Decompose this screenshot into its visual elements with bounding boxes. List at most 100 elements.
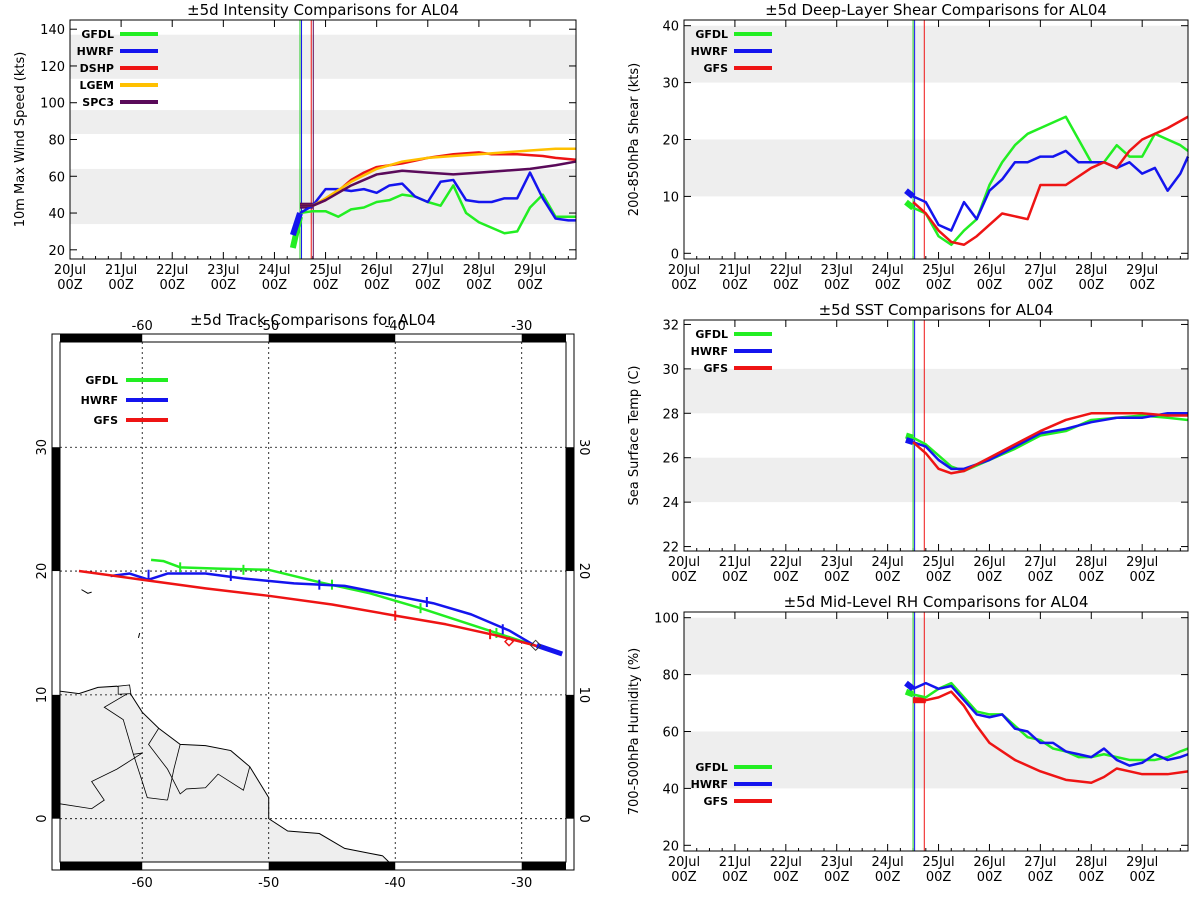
x-tick-label-day: 21Jul <box>105 263 137 278</box>
x-tick-label-day: 23Jul <box>821 555 853 570</box>
x-tick-label-hour: 00Z <box>926 278 952 293</box>
legend-label: HWRF <box>691 778 728 791</box>
legend-label: SPC3 <box>82 96 114 109</box>
x-tick-label-day: 23Jul <box>207 263 239 278</box>
y-axis-label: Sea Surface Temp (C) <box>627 365 642 505</box>
map-border-block <box>566 447 574 572</box>
map-border-block <box>521 862 566 870</box>
y-tick-label: 80 <box>48 134 65 149</box>
map-border-block <box>52 447 60 572</box>
lat-label: 20 <box>35 563 50 580</box>
x-tick-label-hour: 00Z <box>262 278 288 293</box>
shaded-band <box>684 368 1188 414</box>
lat-label: 0 <box>35 815 50 823</box>
x-tick-label-hour: 00Z <box>1079 570 1105 585</box>
x-tick-label-day: 21Jul <box>719 555 751 570</box>
init-segment <box>904 199 915 211</box>
chart-shear: ±5d Deep-Layer Shear Comparisons for AL0… <box>627 1 1190 293</box>
x-tick-label-day: 20Jul <box>668 263 700 278</box>
x-tick-label-hour: 00Z <box>466 278 492 293</box>
x-tick-label-day: 20Jul <box>668 555 700 570</box>
map-border-block <box>268 862 396 870</box>
shaded-band <box>70 110 576 134</box>
legend-label: HWRF <box>77 45 114 58</box>
y-tick-label: 40 <box>662 20 679 35</box>
x-tick-label-hour: 00Z <box>773 570 799 585</box>
x-tick-label-hour: 00Z <box>722 570 748 585</box>
chart-rh: ±5d Mid-Level RH Comparisons for AL04 700… <box>627 593 1189 885</box>
legend-label: GFS <box>704 795 729 808</box>
x-tick-label-hour: 00Z <box>1028 870 1054 885</box>
y-tick-label: 40 <box>48 207 65 222</box>
x-tick-label-hour: 00Z <box>1028 570 1054 585</box>
x-tick-label-day: 25Jul <box>309 263 341 278</box>
track-marker <box>504 636 515 647</box>
legend-label: DSHP <box>80 62 114 75</box>
legend-label: HWRF <box>691 345 728 358</box>
legend-label: LGEM <box>80 79 115 92</box>
track-line-gfdl <box>150 558 554 653</box>
init-segment <box>904 680 915 692</box>
map-border-block <box>566 694 574 819</box>
init-segment <box>289 212 303 237</box>
map-border-block <box>268 334 396 342</box>
lon-label: -30 <box>511 876 532 891</box>
lon-label: -40 <box>385 319 406 334</box>
track-line-gfs <box>78 569 554 653</box>
y-tick-label: 30 <box>662 77 679 92</box>
x-tick-label-day: 23Jul <box>821 263 853 278</box>
chart-title: ±5d Track Comparisons for AL04 <box>190 311 436 329</box>
legend-label: GFS <box>94 414 119 427</box>
x-tick-label-day: 29Jul <box>1126 555 1158 570</box>
x-tick-label-day: 27Jul <box>1024 263 1056 278</box>
x-tick-label-day: 26Jul <box>361 263 393 278</box>
chart-track: ±5d Track Comparisons for AL04 -60 -60 -50 -… <box>35 311 591 891</box>
x-tick-label-hour: 00Z <box>108 278 134 293</box>
chart-title: ±5d Deep-Layer Shear Comparisons for AL0… <box>765 1 1107 19</box>
legend-label: HWRF <box>691 45 728 58</box>
legend-label: GFS <box>704 362 729 375</box>
country-border <box>132 754 168 801</box>
lon-label: -60 <box>132 876 153 891</box>
shaded-band <box>684 139 1188 197</box>
x-tick-label-hour: 00Z <box>926 870 952 885</box>
x-tick-label-day: 25Jul <box>922 855 954 870</box>
lon-label: -60 <box>132 319 153 334</box>
series-line-gfs <box>912 412 1188 475</box>
x-tick-label-hour: 00Z <box>313 278 339 293</box>
series-line-gfs <box>913 690 1189 784</box>
x-tick-label-day: 29Jul <box>1126 855 1158 870</box>
x-tick-label-hour: 00Z <box>977 570 1003 585</box>
y-tick-label: 26 <box>662 452 679 467</box>
x-tick-label-day: 28Jul <box>1075 555 1107 570</box>
shaded-band <box>684 617 1188 675</box>
series-line-hwrf <box>912 412 1188 471</box>
x-tick-label-day: 28Jul <box>1075 263 1107 278</box>
map-border-block <box>521 334 566 342</box>
island <box>137 632 141 639</box>
x-tick-label-day: 27Jul <box>1024 555 1056 570</box>
lat-label: 0 <box>576 815 591 823</box>
x-tick-label-day: 27Jul <box>1024 855 1056 870</box>
island <box>81 589 92 594</box>
x-tick-label-day: 29Jul <box>1126 263 1158 278</box>
shaded-band <box>70 168 576 225</box>
x-tick-label-day: 22Jul <box>156 263 188 278</box>
island <box>117 684 132 695</box>
x-tick-label-hour: 00Z <box>159 278 185 293</box>
chart-sst: ±5d SST Comparisons for AL04 Sea Surface … <box>627 301 1189 585</box>
y-tick-label: 100 <box>40 97 65 112</box>
x-tick-label-hour: 00Z <box>875 870 901 885</box>
x-tick-label-day: 24Jul <box>872 855 904 870</box>
legend-label: GFDL <box>85 374 118 387</box>
legend-label: GFDL <box>695 328 728 341</box>
y-tick-label: 40 <box>662 782 679 797</box>
y-tick-label: 20 <box>662 134 679 149</box>
y-tick-label: 10 <box>662 190 679 205</box>
lat-label: 10 <box>576 687 591 704</box>
init-segment <box>905 432 914 441</box>
legend-label: GFDL <box>81 28 114 41</box>
shaded-band <box>684 731 1188 789</box>
country-border <box>59 752 143 810</box>
